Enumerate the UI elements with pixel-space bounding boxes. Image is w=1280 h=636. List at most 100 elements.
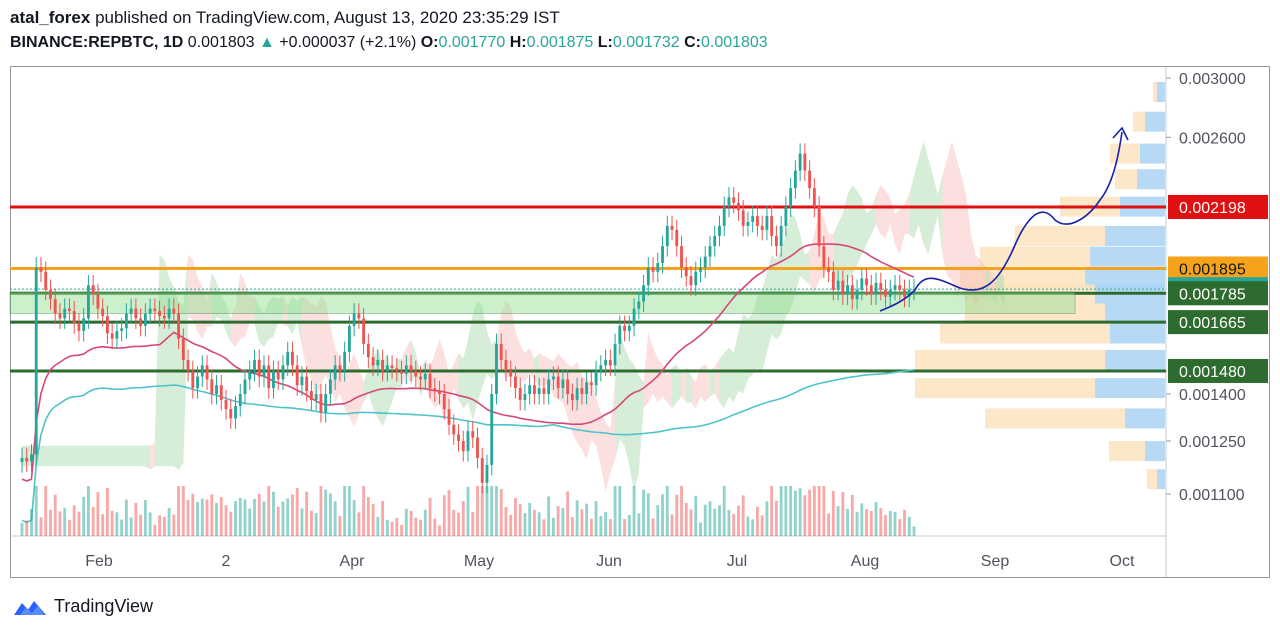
volume-profile-bar-up bbox=[1105, 349, 1165, 370]
ichimoku-cloud-segment bbox=[188, 255, 193, 320]
candle-body bbox=[452, 424, 456, 435]
volume-profile-bar-down bbox=[915, 349, 1105, 370]
candle-body bbox=[509, 370, 513, 377]
candle-body bbox=[803, 153, 807, 171]
ichimoku-cloud-segment bbox=[50, 445, 56, 467]
ichimoku-cloud-segment bbox=[686, 367, 691, 403]
ichimoku-cloud-segment bbox=[183, 255, 189, 463]
ichimoku-cloud-segment bbox=[311, 303, 317, 397]
candle-body bbox=[400, 370, 403, 374]
volume-bar bbox=[784, 486, 788, 536]
volume-bar bbox=[737, 505, 740, 536]
open-value: 0.001770 bbox=[438, 34, 506, 51]
candle-body bbox=[860, 278, 864, 290]
volume-bar bbox=[167, 507, 171, 536]
ichimoku-cloud-segment bbox=[657, 358, 663, 403]
x-tick-label: Oct bbox=[1110, 553, 1135, 570]
price-tag-support-3-bg bbox=[1168, 358, 1268, 383]
candle-body bbox=[134, 308, 138, 319]
volume-bar bbox=[409, 510, 413, 536]
volume-bar bbox=[253, 498, 256, 536]
symbol-line: BINANCE:REPBTC, 1D 0.001803 ▲ +0.000037 … bbox=[10, 34, 768, 52]
volume-bar bbox=[210, 494, 214, 536]
volume-profile-bar-up bbox=[1105, 225, 1165, 246]
volume-bar bbox=[827, 513, 831, 536]
ichimoku-cloud-segment bbox=[610, 381, 616, 474]
volume-bar bbox=[514, 497, 517, 536]
volume-bar bbox=[879, 508, 883, 536]
ichimoku-cloud-segment bbox=[78, 445, 84, 467]
volume-bar bbox=[310, 510, 313, 536]
candle-body bbox=[874, 282, 878, 295]
candle-body bbox=[91, 285, 95, 295]
volume-bar bbox=[172, 514, 176, 536]
candle-body bbox=[632, 308, 636, 326]
volume-bar bbox=[319, 486, 323, 536]
volume-bar bbox=[352, 500, 356, 536]
volume-bar bbox=[888, 510, 892, 536]
price-tag-support-2: 0.001665 bbox=[1179, 315, 1246, 332]
volume-bar bbox=[314, 513, 318, 536]
candle-body bbox=[703, 256, 707, 268]
volume-bar bbox=[101, 514, 105, 536]
ichimoku-cloud-segment bbox=[164, 259, 170, 467]
candle-body bbox=[200, 365, 204, 377]
candle-body bbox=[433, 388, 437, 392]
volume-bar bbox=[604, 512, 608, 536]
ichimoku-cloud-segment bbox=[667, 367, 673, 409]
ichimoku-cloud-segment bbox=[268, 296, 274, 340]
candle-body bbox=[884, 289, 887, 297]
volume-profile-bar-down bbox=[1147, 469, 1157, 490]
volume-profile-bar-up bbox=[1085, 268, 1165, 289]
ichimoku-cloud-segment bbox=[581, 375, 587, 460]
volume-bar bbox=[376, 517, 380, 536]
volume-bar bbox=[300, 508, 304, 536]
tradingview-cloud-icon bbox=[14, 600, 46, 615]
candle-body bbox=[139, 318, 143, 326]
price-tag-support-1-bg bbox=[1168, 281, 1268, 306]
volume-bar bbox=[765, 501, 769, 536]
candle-body bbox=[827, 267, 831, 272]
ichimoku-cloud-segment bbox=[354, 353, 359, 427]
ichimoku-cloud-segment bbox=[705, 364, 710, 403]
candle-body bbox=[893, 285, 897, 290]
volume-bar bbox=[822, 486, 826, 536]
ichimoku-cloud-segment bbox=[676, 364, 682, 403]
ichimoku-cloud-segment bbox=[140, 445, 146, 467]
ichimoku-cloud-segment bbox=[728, 347, 734, 403]
ichimoku-cloud-segment bbox=[562, 358, 568, 418]
candle-body bbox=[196, 376, 199, 389]
volume-bar bbox=[68, 519, 71, 536]
author-name[interactable]: atal_forex bbox=[10, 8, 91, 27]
volume-bar bbox=[836, 506, 840, 536]
moving-average-short bbox=[21, 243, 915, 482]
brand[interactable]: TradingView bbox=[12, 596, 153, 617]
candle-body bbox=[831, 271, 835, 290]
volume-bar bbox=[774, 500, 778, 536]
volume-profile-bar-down bbox=[1015, 225, 1105, 246]
candle-body bbox=[888, 289, 892, 297]
candle-body bbox=[438, 391, 441, 395]
candle-body bbox=[504, 359, 508, 371]
candle-body bbox=[556, 376, 560, 389]
change-arrow-icon: ▲ bbox=[258, 34, 275, 51]
y-tick-label: 0.003000 bbox=[1179, 71, 1246, 88]
volume-bar bbox=[699, 522, 702, 536]
candle-body bbox=[784, 206, 788, 226]
volume-bar bbox=[234, 501, 237, 536]
volume-bar bbox=[509, 514, 513, 536]
candle-body bbox=[661, 246, 664, 264]
ichimoku-cloud-segment bbox=[524, 347, 530, 383]
volume-bar bbox=[547, 496, 551, 536]
ichimoku-cloud-segment bbox=[102, 445, 108, 467]
ichimoku-cloud-segment bbox=[548, 358, 554, 397]
volume-profile-bar-down bbox=[1109, 441, 1145, 462]
candle-body bbox=[248, 370, 252, 380]
volume-bar bbox=[713, 508, 717, 536]
volume-bar bbox=[110, 510, 114, 536]
ichimoku-cloud-segment bbox=[733, 331, 739, 403]
candle-body bbox=[779, 225, 783, 247]
y-tick-label: 0.001400 bbox=[1179, 387, 1246, 404]
volume-bar bbox=[333, 501, 337, 536]
